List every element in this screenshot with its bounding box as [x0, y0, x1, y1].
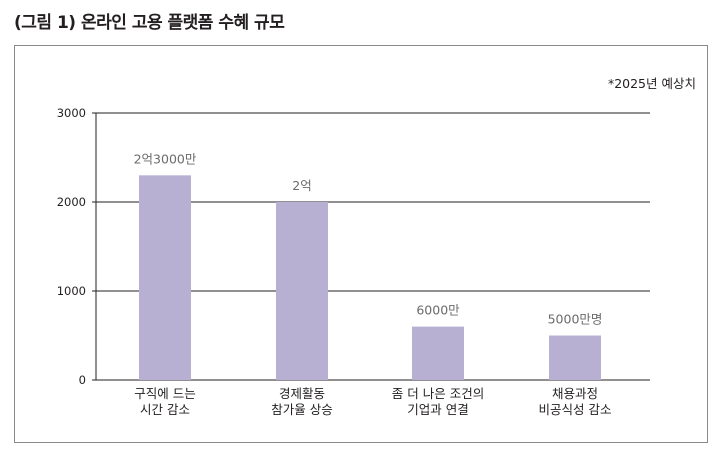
- bar: [276, 202, 328, 380]
- data-label: 2억: [292, 178, 311, 193]
- y-tick-label: 3000: [57, 106, 86, 120]
- category-label: 비공식성 감소: [539, 402, 612, 417]
- bar: [412, 326, 464, 380]
- projection-note: *2025년 예상치: [607, 76, 696, 91]
- y-tick-label: 1000: [57, 284, 86, 298]
- bar: [139, 175, 191, 380]
- bar: [549, 335, 601, 380]
- category-label: 시간 감소: [140, 402, 190, 417]
- bars: [139, 175, 601, 380]
- data-label: 2억3000만: [134, 151, 197, 166]
- data-label: 6000만: [416, 303, 460, 318]
- category-label: 경제활동: [279, 386, 325, 401]
- y-tick-label: 2000: [57, 195, 86, 209]
- figure-title: (그림 1) 온라인 고용 플랫폼 수혜 규모: [14, 13, 285, 33]
- category-label: 구직에 드는: [134, 386, 195, 401]
- category-label: 좀 더 나은 조건의: [392, 386, 484, 401]
- category-label: 참가율 상승: [271, 402, 332, 417]
- category-label: 채용과정: [552, 386, 598, 401]
- category-label: 기업과 연결: [407, 402, 468, 417]
- y-tick-label: 0: [79, 373, 86, 387]
- chart-frame: [14, 45, 708, 443]
- data-label: 5000만명: [548, 312, 603, 327]
